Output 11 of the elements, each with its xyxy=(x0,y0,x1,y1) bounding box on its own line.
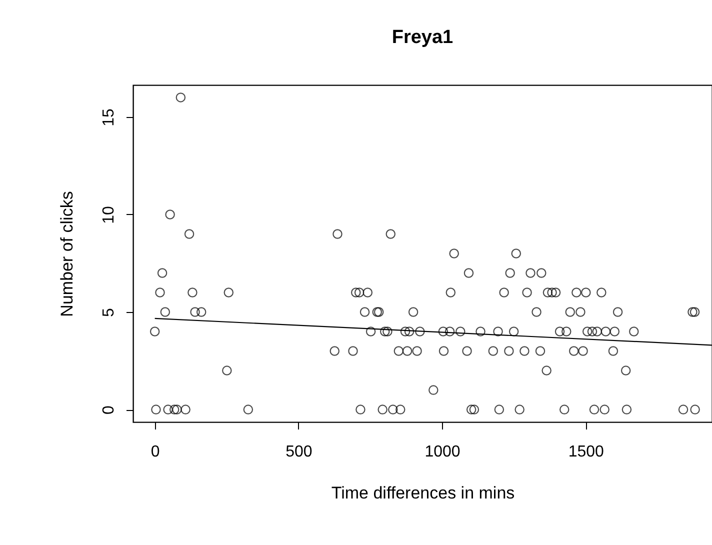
x-tick-label: 500 xyxy=(286,444,312,460)
x-tick-label: 0 xyxy=(150,444,160,460)
chart-title: Freya1 xyxy=(392,27,454,48)
y-tick-label: 15 xyxy=(100,108,118,126)
y-tick-label: 5 xyxy=(100,308,118,317)
x-tick-label: 1000 xyxy=(424,444,460,460)
x-axis-title: Time differences in mins xyxy=(331,484,515,502)
y-axis-title: Number of clicks xyxy=(58,191,76,317)
x-tick-label: 1500 xyxy=(568,444,604,460)
y-tick-label: 10 xyxy=(100,206,118,224)
y-tick-label: 0 xyxy=(100,405,118,414)
